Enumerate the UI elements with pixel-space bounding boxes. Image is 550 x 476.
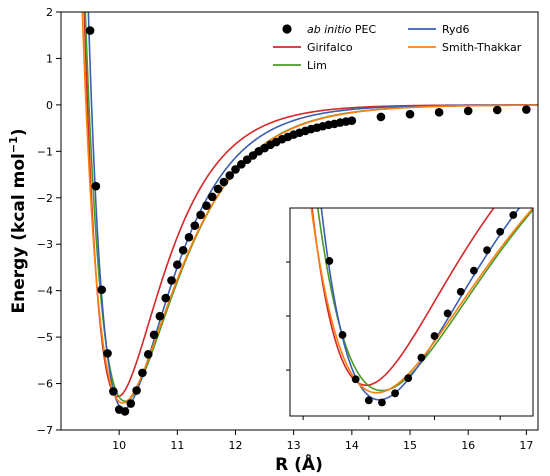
data-point: [173, 260, 182, 269]
data-point: [155, 311, 165, 321]
y-axis-ticks: −7 −6 −5 −4 −3 −2 −1 0 1 2: [37, 6, 61, 437]
inset-data-point: [404, 374, 413, 383]
x-tick-label: 15: [403, 439, 417, 452]
data-point: [103, 349, 112, 358]
legend-label-ab-initio: ab initio PEC: [307, 23, 376, 36]
y-tick-label: −4: [37, 285, 53, 298]
legend-label-lim: Lim: [307, 59, 327, 72]
data-point: [434, 108, 444, 117]
data-point: [213, 184, 223, 194]
data-point: [178, 245, 188, 255]
inset-data-point: [351, 375, 360, 384]
x-tick-label: 12: [229, 439, 243, 452]
y-axis-title-close: ): [9, 128, 29, 136]
y-tick-label: 2: [46, 6, 53, 19]
inset-data-point: [469, 266, 478, 275]
data-point: [161, 293, 171, 303]
data-point: [405, 109, 415, 119]
y-axis-title-main: Energy (kcal mol: [9, 153, 29, 313]
data-point: [492, 105, 502, 115]
inset-data-point: [417, 353, 426, 362]
data-point: [91, 181, 101, 191]
data-point: [97, 285, 107, 295]
y-axis-title: Energy (kcal mol−1): [7, 128, 29, 313]
main-scatter-points: [85, 26, 531, 416]
data-point: [225, 171, 234, 180]
inset-data-point: [483, 246, 491, 255]
inset-curves: [310, 208, 533, 401]
inset-plot: [286, 207, 534, 420]
data-point: [237, 160, 246, 169]
plot-frame: [60, 11, 539, 431]
data-point: [120, 407, 130, 416]
data-point: [167, 276, 176, 285]
x-tick-label: 10: [112, 439, 126, 452]
legend-label-smith-thakkar: Smith-Thakkar: [442, 41, 522, 54]
data-point: [231, 165, 240, 174]
inset-data-point: [338, 331, 347, 339]
inset-frame: [289, 207, 534, 417]
data-point: [109, 387, 118, 396]
data-point: [522, 105, 531, 114]
y-tick-label: −7: [37, 424, 53, 437]
inset-data-point: [391, 389, 399, 398]
inset-ticks: [286, 261, 501, 420]
data-point: [196, 210, 205, 220]
data-point: [463, 106, 473, 116]
data-point: [190, 221, 200, 230]
legend-marker-ab-initio: [282, 24, 292, 34]
inset-data-point: [430, 332, 439, 340]
inset-data-point: [496, 227, 505, 236]
inset-data-point: [325, 257, 334, 265]
y-tick-label: −2: [37, 192, 53, 205]
inset-data-point: [364, 396, 373, 405]
data-point: [149, 330, 159, 340]
y-tick-label: 1: [46, 52, 53, 65]
inset-data-point: [456, 287, 465, 296]
data-point: [202, 201, 211, 210]
main-curve-smith-thakkar: [81, 12, 538, 404]
data-point: [85, 26, 95, 35]
x-tick-label: 11: [170, 439, 184, 452]
data-point: [143, 350, 153, 359]
x-tick-label: 14: [345, 439, 359, 452]
inset-curve-ryd6: [320, 208, 521, 401]
inset-scatter-points: [325, 211, 518, 407]
legend-label-ab-initio-italic: ab initio: [307, 23, 352, 36]
x-tick-label: 17: [519, 439, 533, 452]
inset-data-point: [443, 309, 452, 318]
data-point: [184, 232, 194, 242]
data-point: [132, 386, 141, 395]
legend-label-ab-initio-rest: PEC: [351, 23, 376, 36]
inset-data-point: [378, 398, 386, 407]
x-axis-ticks: 10 11 12 13 14 15 16 17: [112, 430, 533, 452]
x-axis-title: R (Å): [275, 452, 323, 475]
y-tick-label: −5: [37, 331, 53, 344]
data-point: [207, 192, 217, 202]
legend: ab initio PEC Girifalco Lim Ryd6 Smith-T…: [273, 23, 522, 72]
data-point: [219, 177, 229, 187]
legend-label-ryd6: Ryd6: [442, 23, 470, 36]
data-point: [376, 112, 386, 122]
x-tick-label: 13: [287, 439, 301, 452]
main-curves: [81, 12, 538, 410]
y-tick-label: −3: [37, 238, 53, 251]
y-tick-label: −1: [37, 145, 53, 158]
data-point: [138, 368, 147, 378]
y-axis-title-exponent: −1: [7, 136, 20, 153]
inset-curve-smith-thakkar: [310, 208, 533, 394]
inset-data-point: [509, 211, 518, 219]
inset-background: [290, 208, 533, 416]
data-point: [347, 116, 357, 125]
x-tick-label: 16: [461, 439, 475, 452]
legend-label-girifalco: Girifalco: [307, 41, 353, 54]
data-point: [126, 399, 136, 408]
y-tick-label: −6: [37, 378, 53, 391]
y-tick-label: 0: [46, 99, 53, 112]
